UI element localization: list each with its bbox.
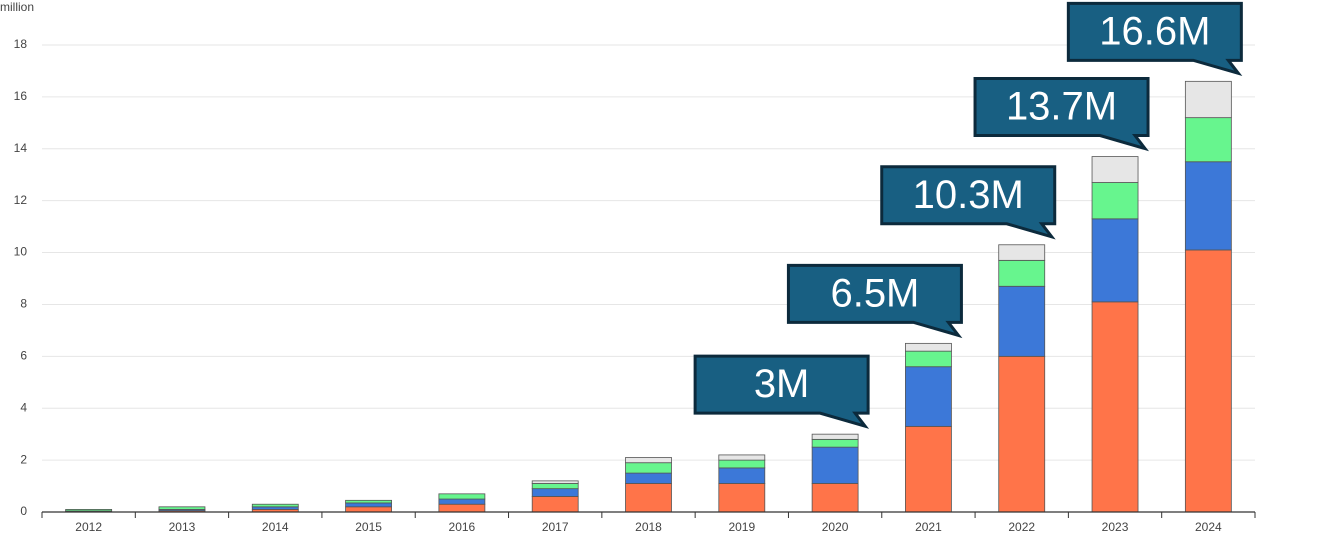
bar-segment [625, 457, 672, 464]
bar-segment [718, 454, 766, 461]
bar-segment [531, 480, 579, 484]
callout-text: 3M [754, 362, 810, 406]
bar-segment [1091, 218, 1139, 303]
bar-segment [998, 259, 1046, 287]
bar-segment [718, 483, 766, 513]
y-tick-label: 4 [20, 400, 27, 414]
y-tick-label: 12 [14, 193, 28, 207]
x-tick-label: 2021 [915, 520, 942, 534]
bar-segment [811, 483, 859, 513]
bar-segment [625, 462, 672, 474]
callout-text: 10.3M [913, 173, 1024, 217]
bar-segment [905, 342, 952, 352]
bar-segment [1184, 117, 1232, 163]
callout-box [693, 354, 870, 429]
bar-segment [718, 459, 766, 469]
x-tick-label: 2014 [262, 520, 289, 534]
x-tick-label: 2020 [822, 520, 849, 534]
x-tick-label: 2022 [1008, 520, 1035, 534]
bar-segment [1091, 301, 1139, 513]
x-tick-label: 2012 [75, 520, 102, 534]
x-tick-label: 2023 [1102, 520, 1129, 534]
callout: 3M [693, 354, 870, 429]
callout-box [1066, 1, 1243, 77]
callout-text: 16.6M [1099, 9, 1210, 53]
callout-box [786, 263, 963, 339]
bar-segment [1184, 249, 1232, 513]
bar-segment [438, 493, 486, 500]
bar-segment [905, 366, 952, 427]
x-tick-label: 2015 [355, 520, 382, 534]
x-tick-label: 2019 [728, 520, 755, 534]
y-tick-label: 10 [14, 245, 28, 259]
bar-segment [625, 472, 672, 484]
y-tick-label: 8 [20, 297, 27, 311]
bar-segment [998, 285, 1046, 357]
bar-segment [438, 503, 486, 513]
bar-segment [1184, 80, 1232, 119]
bar-segment [251, 503, 299, 508]
bar-segment [905, 350, 952, 368]
x-tick-label: 2013 [169, 520, 196, 534]
bar-segment [65, 509, 113, 512]
callout-text: 13.7M [1006, 85, 1117, 129]
callout: 6.5M [786, 263, 963, 339]
bar-segment [811, 446, 859, 484]
bar-segment [345, 506, 392, 513]
bar-segment [1091, 156, 1139, 183]
callout: 16.6M [1066, 1, 1243, 77]
x-tick-label: 2017 [542, 520, 569, 534]
y-tick-label: 2 [20, 452, 27, 466]
callout-box [973, 77, 1150, 152]
callout-box [880, 165, 1057, 240]
y-tick-label: 0 [20, 504, 27, 518]
bar-segment [438, 498, 486, 505]
bar-segment [625, 483, 672, 513]
y-tick-label: 18 [14, 37, 28, 51]
bar-segment [158, 506, 206, 510]
x-tick-label: 2016 [449, 520, 476, 534]
bar-segment [811, 438, 859, 448]
bar-segment [998, 244, 1046, 261]
y-tick-label: 6 [20, 349, 27, 363]
callout-text: 6.5M [830, 271, 919, 315]
bar-segment [905, 425, 952, 513]
bar-segment [811, 433, 859, 440]
y-tick-label: 16 [14, 89, 28, 103]
x-tick-label: 2024 [1195, 520, 1222, 534]
bar-segment [998, 355, 1046, 513]
y-tick-label: 14 [14, 141, 28, 155]
bar-segment [718, 467, 766, 484]
bar-segment [531, 488, 579, 497]
bar-segment [531, 496, 579, 513]
bar-segment [345, 499, 392, 504]
bar-segment [1184, 161, 1232, 251]
bar-segment [1091, 182, 1139, 220]
callout: 10.3M [880, 165, 1057, 240]
x-tick-label: 2018 [635, 520, 662, 534]
y-axis-label: million [0, 0, 34, 14]
bar-segment [531, 483, 579, 490]
callout: 13.7M [973, 77, 1150, 152]
bar-segment [345, 502, 392, 508]
